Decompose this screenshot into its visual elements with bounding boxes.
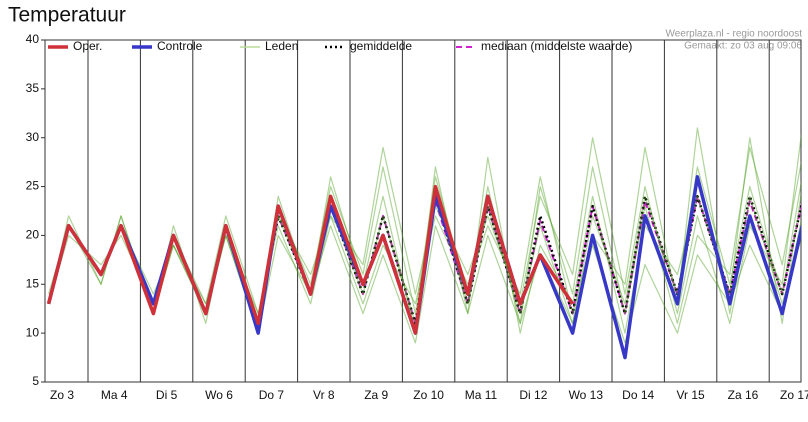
x-tick-label: Ma 11 bbox=[465, 388, 498, 402]
x-tick-label: Do 14 bbox=[622, 388, 654, 402]
y-tick-label: 40 bbox=[26, 32, 40, 46]
y-tick-label: 30 bbox=[26, 130, 40, 144]
x-tick-label: Vr 8 bbox=[313, 388, 335, 402]
x-tick-label: Ma 4 bbox=[101, 388, 128, 402]
legend-label: gemiddelde bbox=[350, 39, 412, 53]
x-tick-label: Za 16 bbox=[728, 388, 759, 402]
legend-label: Oper. bbox=[73, 39, 102, 53]
chart-title: Temperatuur bbox=[8, 4, 126, 27]
plot-area bbox=[46, 40, 801, 382]
x-tick-label: Do 7 bbox=[259, 388, 285, 402]
created: Gemaakt: zo 03 aug 09:06 bbox=[684, 41, 802, 52]
legend-label: mediaan (middelste waarde) bbox=[481, 39, 632, 53]
y-tick-label: 5 bbox=[32, 374, 39, 388]
x-tick-label: Zo 10 bbox=[413, 388, 444, 402]
x-tick-label: Di 12 bbox=[519, 388, 547, 402]
legend-label: Controle bbox=[157, 39, 203, 53]
x-tick-label: Di 5 bbox=[156, 388, 178, 402]
y-tick-label: 10 bbox=[26, 325, 40, 339]
x-tick-label: Za 9 bbox=[364, 388, 388, 402]
y-tick-label: 20 bbox=[26, 228, 40, 242]
x-tick-label: Vr 15 bbox=[676, 388, 705, 402]
series-line bbox=[48, 218, 801, 344]
legend-label: Leden bbox=[265, 39, 298, 53]
x-tick-label: Wo 6 bbox=[205, 388, 233, 402]
x-tick-label: Zo 17 bbox=[780, 388, 808, 402]
series-line bbox=[46, 184, 575, 335]
y-tick-label: 35 bbox=[26, 81, 40, 95]
x-tick-label: Zo 3 bbox=[50, 388, 74, 402]
y-tick-label: 25 bbox=[26, 179, 40, 193]
source: Weerplaza.nl - regio noordoost bbox=[665, 29, 802, 40]
y-tick-label: 15 bbox=[26, 276, 40, 290]
x-tick-label: Wo 13 bbox=[569, 388, 604, 402]
series-line bbox=[48, 146, 801, 334]
